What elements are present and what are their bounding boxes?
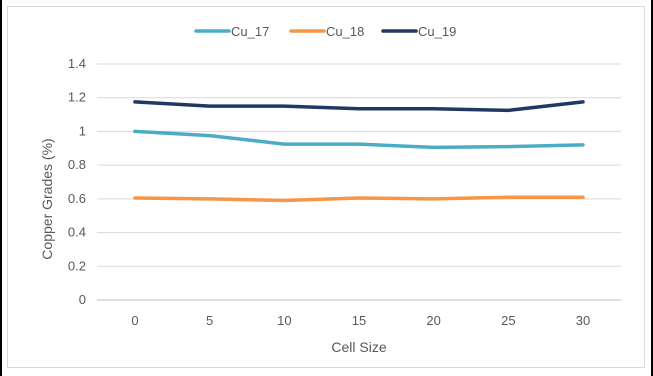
series-line-cu-18: [133, 195, 585, 203]
y-tick-label: 0.4: [68, 225, 86, 240]
x-tick-label: 15: [352, 313, 366, 328]
legend-label-cu-17: Cu_17: [231, 24, 269, 39]
x-axis-tick-labels: 0 5 10 15 20 25 30: [131, 313, 590, 328]
series-lines: [133, 100, 585, 203]
x-tick-label: 5: [206, 313, 213, 328]
x-tick-label: 0: [131, 313, 138, 328]
legend-label-cu-18: Cu_18: [326, 24, 364, 39]
x-tick-label: 25: [501, 313, 515, 328]
y-tick-label: 1.2: [68, 90, 86, 105]
y-tick-label: 0: [79, 292, 86, 307]
chart-area: [7, 6, 645, 368]
gridlines: [97, 63, 621, 301]
legend: Cu_17 Cu_18 Cu_19: [194, 24, 456, 39]
x-tick-label: 30: [576, 313, 590, 328]
y-tick-label: 0.8: [68, 157, 86, 172]
y-tick-label: 0.6: [68, 191, 86, 206]
y-tick-label: 1: [79, 123, 86, 138]
series-line-cu-17: [133, 129, 585, 150]
y-tick-label: 0.2: [68, 258, 86, 273]
x-tick-label: 20: [426, 313, 440, 328]
x-tick-label: 10: [277, 313, 291, 328]
legend-label-cu-19: Cu_19: [418, 24, 456, 39]
series-line-cu-19: [133, 100, 585, 113]
x-axis-title: Cell Size: [331, 339, 386, 355]
y-tick-label: 1.4: [68, 56, 86, 71]
y-axis-title: Copper Grades (%): [39, 138, 55, 259]
y-axis-tick-labels: 0 0.2 0.4 0.6 0.8 1 1.2 1.4: [68, 56, 86, 307]
